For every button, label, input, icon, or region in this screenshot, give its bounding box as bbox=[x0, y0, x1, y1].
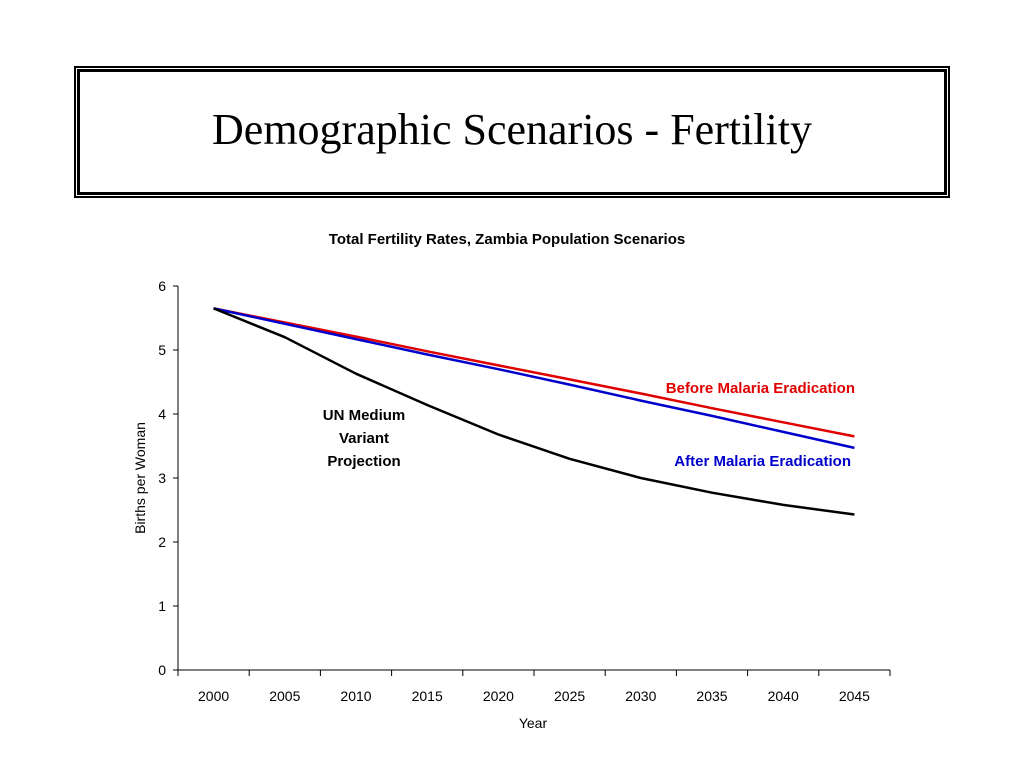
x-axis-label: Year bbox=[519, 715, 548, 731]
y-axis-label: Births per Woman bbox=[132, 422, 148, 534]
y-tick-label: 5 bbox=[158, 342, 166, 358]
chart-title: Total Fertility Rates, Zambia Population… bbox=[329, 231, 685, 248]
x-tick-label: 2005 bbox=[269, 688, 300, 704]
x-tick-label: 2025 bbox=[554, 688, 585, 704]
y-tick-label: 0 bbox=[158, 662, 166, 678]
series-line-before-malaria-eradication bbox=[213, 307, 855, 438]
y-tick-label: 2 bbox=[158, 534, 166, 550]
series-line-after-malaria-eradication bbox=[213, 307, 855, 450]
annotation-layer: UN Medium Variant Projection Before Malaria… bbox=[323, 380, 855, 470]
y-tick-label: 6 bbox=[158, 278, 166, 294]
x-tick-label: 2000 bbox=[198, 688, 229, 704]
x-tick-label: 2030 bbox=[625, 688, 656, 704]
annotation-label: Before Malaria Eradication bbox=[666, 380, 855, 397]
y-tick-label: 3 bbox=[158, 470, 166, 486]
annotation-label: After Malaria Eradication bbox=[674, 453, 851, 470]
y-tick-label: 4 bbox=[158, 406, 166, 422]
slide-title-box: Demographic Scenarios - Fertility bbox=[74, 66, 950, 198]
x-tick-label: 2020 bbox=[483, 688, 514, 704]
x-tick-label: 2035 bbox=[696, 688, 727, 704]
x-tick-label: 2015 bbox=[412, 688, 443, 704]
series-layer bbox=[213, 307, 855, 516]
x-tick-label: 2045 bbox=[839, 688, 870, 704]
annotation-label: Projection bbox=[327, 453, 400, 470]
x-tick-label: 2010 bbox=[340, 688, 371, 704]
series-line-un-medium-variant-projection bbox=[213, 307, 855, 516]
x-tick-label: 2040 bbox=[768, 688, 799, 704]
annotation-label: Variant bbox=[339, 430, 389, 447]
axes: 0 1 2 3 4 5 6 2000 2005 2010 2015 2020 2025 2030 2035 2… bbox=[158, 278, 891, 704]
y-tick-label: 1 bbox=[158, 598, 166, 614]
annotation-label: UN Medium bbox=[323, 407, 406, 424]
